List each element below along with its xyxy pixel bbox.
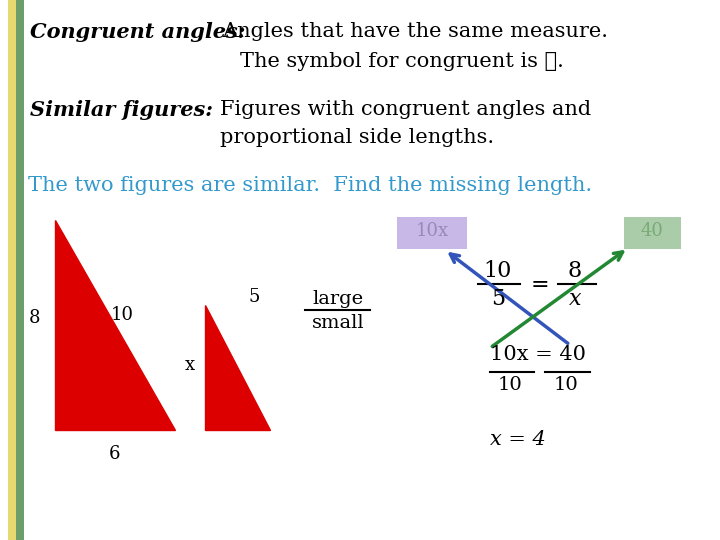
Text: 40: 40 — [641, 222, 663, 240]
Text: proportional side lengths.: proportional side lengths. — [220, 128, 494, 147]
Text: small: small — [312, 314, 364, 332]
Text: x: x — [185, 356, 195, 374]
Bar — [16, 0, 24, 540]
Text: =: = — [531, 274, 549, 296]
Text: 10x: 10x — [415, 222, 449, 240]
Bar — [8, 0, 16, 540]
Text: 10x = 40: 10x = 40 — [490, 345, 586, 364]
Text: x = 4: x = 4 — [490, 430, 546, 449]
Text: The symbol for congruent is ≅.: The symbol for congruent is ≅. — [240, 52, 564, 71]
Text: 6: 6 — [109, 445, 121, 463]
Text: Figures with congruent angles and: Figures with congruent angles and — [220, 100, 591, 119]
Text: 10: 10 — [498, 376, 523, 394]
Text: The two figures are similar.  Find the missing length.: The two figures are similar. Find the mi… — [28, 176, 592, 195]
Text: x: x — [569, 288, 581, 310]
FancyBboxPatch shape — [397, 217, 467, 249]
Polygon shape — [55, 220, 175, 430]
Text: 5: 5 — [248, 288, 259, 306]
Text: 10: 10 — [110, 306, 133, 324]
Text: Congruent angles:: Congruent angles: — [30, 22, 246, 42]
Polygon shape — [205, 305, 270, 430]
FancyBboxPatch shape — [624, 217, 681, 249]
Text: Similar figures:: Similar figures: — [30, 100, 213, 120]
Text: Angles that have the same measure.: Angles that have the same measure. — [222, 22, 608, 41]
Text: 8: 8 — [30, 309, 41, 327]
Text: 8: 8 — [568, 260, 582, 282]
Text: large: large — [312, 290, 364, 308]
Text: 10: 10 — [554, 376, 578, 394]
Text: 5: 5 — [491, 288, 505, 310]
Text: 10: 10 — [484, 260, 512, 282]
